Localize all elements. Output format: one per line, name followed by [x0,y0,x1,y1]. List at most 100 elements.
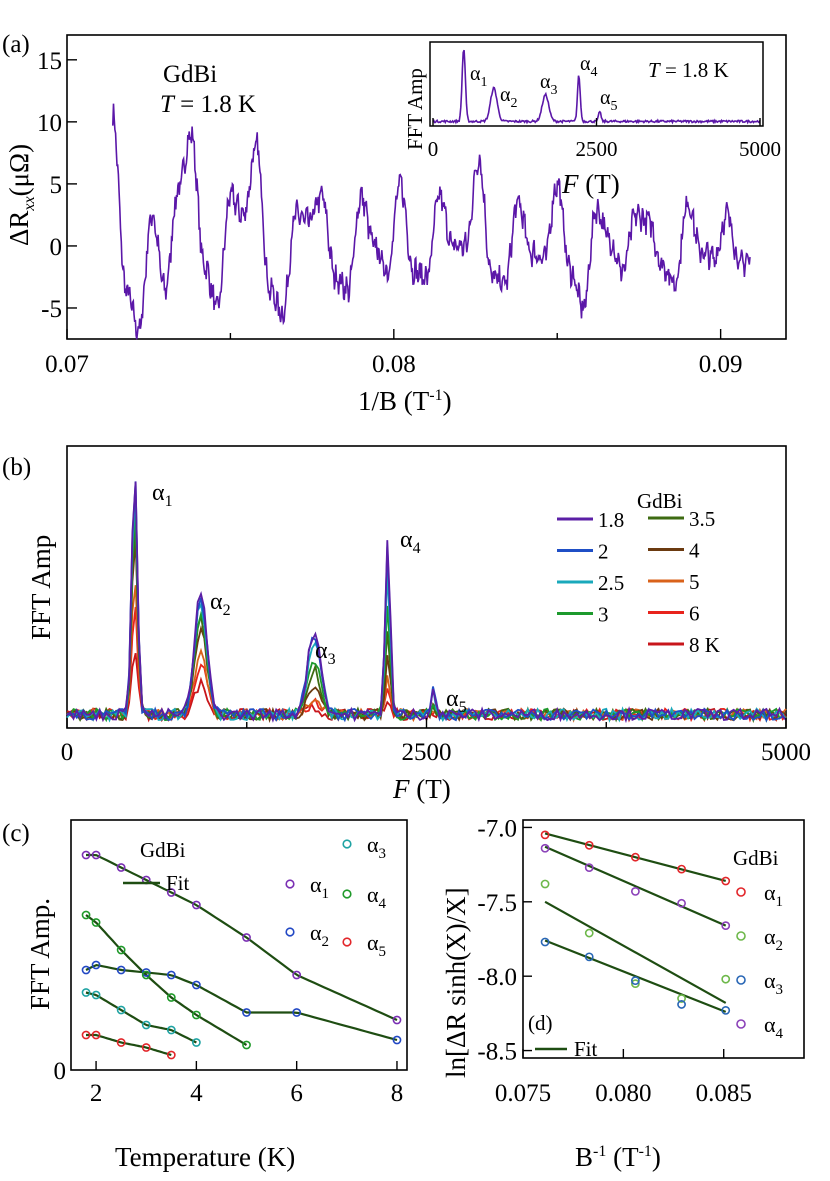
panel-b-legend: 1.8 2 2.5 3 3.5 4 5 6 8 K [557,507,720,657]
inset-peak-4: α4 [580,53,597,80]
b-peak-4: α4 [400,527,421,557]
panel-d-xlabel: B-1 (T-1) [575,1142,661,1172]
panel-b-ylabel: FFT Amp [26,535,56,640]
d-point-α1 [540,830,550,840]
d-xtick-label: 0.075 [495,1080,551,1107]
b-curve-2 [66,481,787,723]
inset-temperature: T = 1.8 K [648,58,729,82]
d-ytick-label: -7.0 [477,815,517,842]
d-point-α2 [540,879,550,889]
panel-d: 0.075 0.080 0.085-7.0-7.5-8.0-8.5 GdBi α1α… [441,815,805,1172]
c-xtick-label: 6 [290,1080,303,1107]
a-xtick-label: 0.09 [699,351,743,378]
c-point-α2 [292,1008,302,1017]
c-point-α1 [91,850,101,860]
c-point-α2 [81,965,91,975]
d-xtick-label: 0.085 [696,1080,752,1107]
d-point-α3 [584,952,594,962]
panel-d-fit-lines [544,832,727,1013]
panel-a-xlabel: 1/B (T-1) [358,386,452,416]
inset-peak-2: α2 [500,84,517,111]
c-legend-label-4: α4 [367,882,387,912]
c-point-α4 [141,970,151,980]
c-point-α3 [91,990,101,1000]
panel-d-frame [522,819,805,1059]
inset-xtick-label: 5000 [739,137,781,161]
d-ytick-label: -8.0 [477,964,517,991]
panel-d-material: GdBi [733,846,779,870]
d-point-α2 [677,994,686,1003]
c-point-α1 [191,900,201,910]
c-point-α1 [292,970,302,980]
b-curve-6 [66,606,787,723]
b-legend-label-3: 3 [598,603,609,627]
b-xtick-label: 0 [61,739,74,766]
d-point-α4 [584,863,594,872]
d-xtick-label: 0.080 [595,1080,651,1107]
panel-a-material: GdBi [163,61,217,88]
d-fit-line-3 [544,900,727,1004]
d-legend-marker-1 [736,887,746,897]
c-legend-label-3: α3 [367,832,386,862]
d-legend-label-4: α4 [764,1012,784,1042]
d-fit-line-1 [544,832,727,883]
panel-d-ticks: 0.075 0.080 0.085 -7.0 -7.5 -8.0 -8.5 [477,815,751,1107]
panel-a-oscillation-curve [112,103,751,340]
panel-b-x-ticks: 0 2500 5000 [61,718,811,766]
d-ytick-label: -8.5 [477,1039,517,1066]
c-legend-label-5: α5 [367,930,386,960]
d-point-α1 [721,876,731,886]
inset-x-ticks: 0 2500 5000 [428,118,781,161]
panel-a-temperature: T = 1.8 K [160,91,256,118]
c-point-α4 [81,910,91,920]
d-legend-label-1: α1 [764,880,783,910]
panel-c: (c) 2 4 6 8 0 GdBi Fit α1 α2 α3 α4 α5 FFT Amp. T… [2,819,408,1172]
b-curve-2.5 [66,493,787,723]
c-point-α3 [116,1005,126,1015]
d-point-α3 [540,937,550,947]
panel-d-legend: α1 α2 α3 α4 [736,880,784,1042]
c-point-α4 [91,918,101,927]
a-ytick-label: 15 [37,48,62,75]
a-ytick-label: -5 [41,296,62,323]
d-fit-line-2 [544,845,727,927]
panel-b-curves [66,481,787,724]
c-point-α5 [166,1050,176,1060]
b-peak-3: α3 [315,638,336,668]
panel-c-ticks: 2 4 6 8 0 [54,1058,404,1107]
b-legend-label-1.8: 1.8 [598,508,624,532]
c-fit-α5 [86,1033,172,1057]
c-point-α3 [141,1020,151,1030]
panel-c-label: (c) [2,820,30,847]
panel-a-y-ticks: -5 0 5 10 15 [37,48,77,323]
c-point-α4 [191,1010,201,1020]
c-point-α5 [81,1030,91,1040]
panel-d-points [540,830,731,1015]
b-legend-label-8 K: 8 K [689,633,720,657]
b-curve-5 [66,585,787,723]
d-legend-marker-3 [736,975,746,985]
panel-a: (a) 0.07 0.08 0.09 -5 0 5 10 15 GdBi T = 1.8 K… [2,31,787,416]
c-xtick-label: 4 [190,1080,203,1107]
panel-b-xlabel: F (T) [392,774,451,804]
d-legend-marker-2 [736,931,746,941]
panel-b-label: (b) [2,454,31,481]
c-legend-label-1: α1 [310,872,329,902]
inset-ylabel: FFT Amp [403,68,427,150]
inset-xtick-label: 2500 [576,137,618,161]
a-xtick-label: 0.07 [45,351,89,378]
panel-c-material: GdBi [140,838,186,862]
b-xtick-label: 5000 [761,739,811,766]
d-point-α1 [631,852,640,862]
a-ytick-label: 10 [37,110,62,137]
d-legend-label-3: α3 [764,968,783,998]
d-point-α1 [584,840,594,850]
panel-c-fit-curves [85,853,398,1057]
d-point-α2 [584,928,594,938]
d-point-α3 [631,976,640,986]
inset-frame [429,41,764,127]
c-xtick-label: 2 [90,1080,103,1107]
b-curve-3.5 [66,526,787,724]
b-peak-2: α2 [210,589,231,619]
